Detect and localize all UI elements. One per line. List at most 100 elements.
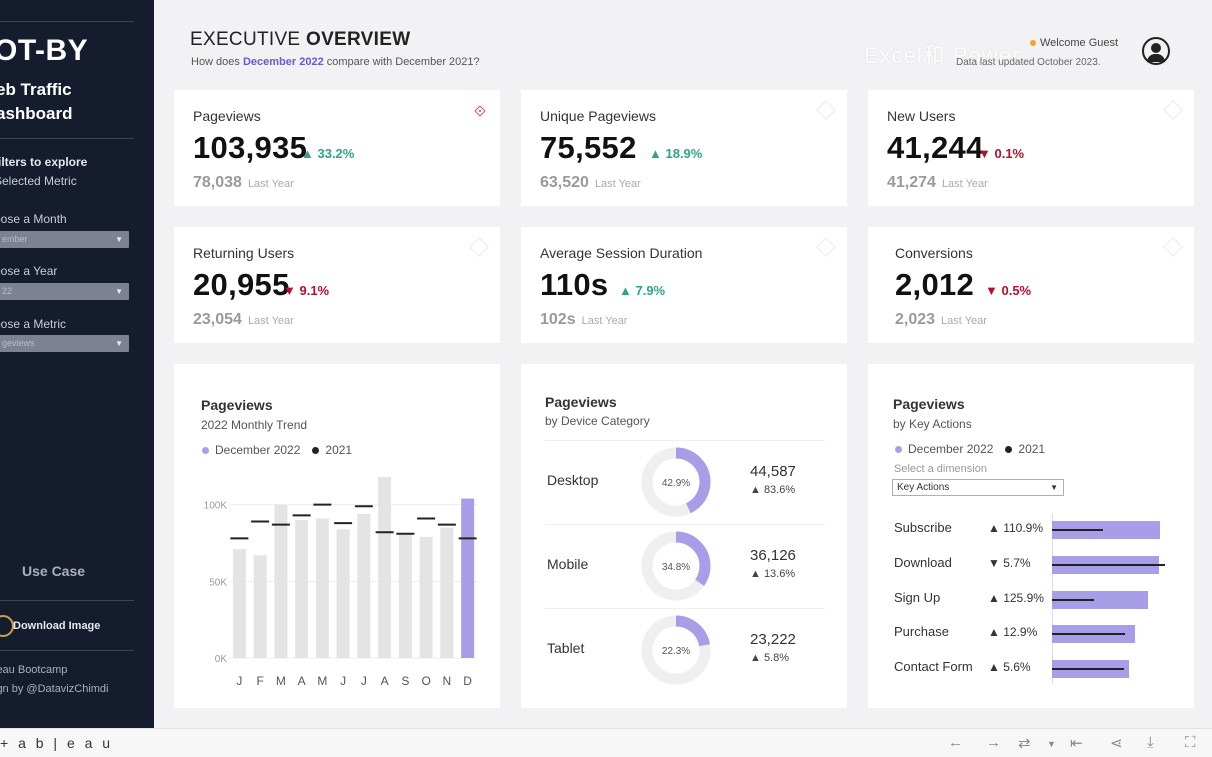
kpi-info-icon[interactable]	[816, 100, 836, 120]
kpi-card: New Users 41,244 ▼ 0.1% 41,274 Last Year	[868, 90, 1194, 206]
kpi-previous-value: 2,023	[895, 311, 936, 328]
kpi-info-icon[interactable]	[469, 237, 489, 257]
share-icon[interactable]: ⋖	[1110, 735, 1123, 752]
revert-menu-chevron-down-icon[interactable]: ▼	[1047, 739, 1056, 749]
device-divider	[545, 524, 825, 525]
x-tick-label: M	[317, 674, 327, 688]
action-name: Contact Form	[894, 659, 973, 674]
action-bar-2022[interactable]	[1052, 521, 1160, 539]
revert-icon[interactable]: ⇄	[1018, 735, 1031, 752]
bar-2022[interactable]	[336, 529, 350, 658]
reset-icon[interactable]: ⇤	[1070, 735, 1083, 752]
kpi-previous: 2,023 Last Year	[895, 311, 987, 329]
kpi-card: Conversions 2,012 ▼ 0.5% 2,023 Last Year	[868, 227, 1194, 343]
kpi-label: Pageviews	[193, 108, 261, 124]
actions-legend: December 2022 2021	[895, 442, 1045, 456]
watermark-text: Excel和 Power	[864, 43, 1021, 68]
bar-2022[interactable]	[295, 520, 309, 658]
sidebar-title-line1: eb Traffic	[0, 80, 72, 99]
download-icon[interactable]	[0, 615, 14, 637]
subtitle-highlight: December 2022	[242, 56, 324, 68]
page-subtitle: How does December 2022 compare with Dece…	[191, 56, 480, 68]
sidebar-divider	[0, 138, 134, 139]
action-name: Download	[894, 555, 952, 570]
action-marker-2021[interactable]	[1052, 564, 1166, 566]
kpi-previous-label: Last Year	[594, 178, 641, 190]
month-filter-select[interactable]: ember ▼	[0, 231, 129, 248]
donut-label: 34.8%	[662, 562, 690, 573]
legend-current-label: December 2022	[215, 443, 301, 457]
action-marker-2021[interactable]	[1052, 668, 1125, 670]
page-title: EXECUTIVE OVERVIEW	[190, 29, 410, 51]
bar-2022[interactable]	[440, 527, 454, 658]
page-title-bold: OVERVIEW	[305, 29, 411, 50]
x-tick-label: F	[256, 674, 263, 688]
kpi-value: 2,012	[895, 267, 975, 302]
action-change: ▲ 5.6%	[988, 660, 1031, 674]
subtitle-post: compare with December 2021?	[323, 56, 480, 68]
metric-filter-select[interactable]: geviews ▼	[0, 335, 129, 352]
fullscreen-icon[interactable]: ⛶	[1185, 734, 1196, 751]
device-row[interactable]: Desktop 42.9% 44,587 ▲ 83.6%	[521, 442, 847, 522]
action-marker-2021[interactable]	[1052, 633, 1126, 635]
actions-subtitle: by Key Actions	[893, 417, 972, 431]
x-tick-label: D	[463, 674, 472, 688]
actions-title: Pageviews	[893, 396, 965, 412]
action-marker-2021[interactable]	[1052, 599, 1095, 601]
device-row[interactable]: Mobile 34.8% 36,126 ▲ 13.6%	[521, 526, 847, 606]
kpi-info-icon[interactable]	[1163, 100, 1183, 120]
kpi-previous-value: 78,038	[193, 174, 242, 191]
action-bar-2022[interactable]	[1052, 591, 1149, 609]
y-tick-label: 100K	[204, 501, 228, 512]
kpi-previous-value: 23,054	[193, 311, 242, 328]
legend-current-swatch	[202, 447, 209, 454]
device-divider	[545, 440, 825, 441]
kpi-value: 103,935	[193, 130, 308, 165]
bar-2022[interactable]	[398, 533, 412, 658]
redo-icon[interactable]: →	[986, 734, 1001, 751]
y-tick-label: 50K	[209, 577, 227, 588]
bar-2022[interactable]	[253, 555, 267, 658]
bar-2022[interactable]	[274, 504, 288, 658]
device-row[interactable]: Tablet 22.3% 23,222 ▲ 5.8%	[521, 610, 847, 690]
kpi-previous: 102s Last Year	[540, 311, 627, 329]
undo-icon[interactable]: ←	[948, 734, 963, 751]
device-change: ▲ 13.6%	[750, 568, 796, 580]
kpi-info-icon[interactable]	[816, 237, 836, 257]
trend-legend: December 2022 2021	[202, 443, 352, 457]
dimension-select-value: Key Actions	[897, 482, 950, 493]
page-title-light: EXECUTIVE	[190, 29, 306, 50]
welcome-text: Welcome Guest	[1040, 37, 1119, 49]
sidebar-divider	[0, 650, 134, 651]
chevron-down-icon: ▼	[1050, 483, 1058, 492]
action-marker-2021[interactable]	[1052, 529, 1103, 531]
kpi-info-icon[interactable]	[1163, 237, 1183, 257]
download-toolbar-icon[interactable]: ⤓	[1147, 734, 1154, 751]
sidebar: OT-BY eb Traffic ashboard filters to exp…	[0, 0, 154, 728]
legend-current-swatch	[895, 446, 902, 453]
device-name: Mobile	[547, 556, 589, 572]
kpi-delta: ▼ 0.5%	[985, 283, 1032, 298]
action-change: ▲ 12.9%	[988, 625, 1038, 639]
dimension-select[interactable]: Key Actions ▼	[892, 479, 1064, 496]
year-filter-select[interactable]: 22 ▼	[0, 283, 129, 300]
bar-2022[interactable]	[315, 518, 329, 658]
device-value: 23,222	[750, 631, 796, 648]
legend-current-label: December 2022	[908, 442, 994, 456]
kpi-delta: ▲ 18.9%	[649, 146, 703, 161]
kpi-info-icon[interactable]	[474, 105, 486, 117]
use-case-button[interactable]: Use Case	[22, 563, 86, 579]
download-image-button[interactable]: Download Image	[13, 620, 101, 632]
bar-2022[interactable]	[378, 477, 392, 658]
sidebar-footer-line2: ign by @DatavizChimdi	[0, 683, 109, 695]
legend-prior-label: 2021	[325, 443, 353, 457]
bar-2022[interactable]	[419, 536, 433, 658]
kpi-label: New Users	[887, 108, 956, 124]
bar-2022[interactable]	[461, 498, 475, 658]
month-filter-label: oose a Month	[0, 212, 67, 226]
bar-2022[interactable]	[357, 513, 371, 658]
device-name: Desktop	[547, 472, 599, 488]
user-avatar-icon[interactable]	[1142, 37, 1170, 65]
kpi-card: Returning Users 20,955 ▼ 9.1% 23,054 Last Ye…	[174, 227, 500, 343]
bar-2022[interactable]	[232, 549, 246, 658]
